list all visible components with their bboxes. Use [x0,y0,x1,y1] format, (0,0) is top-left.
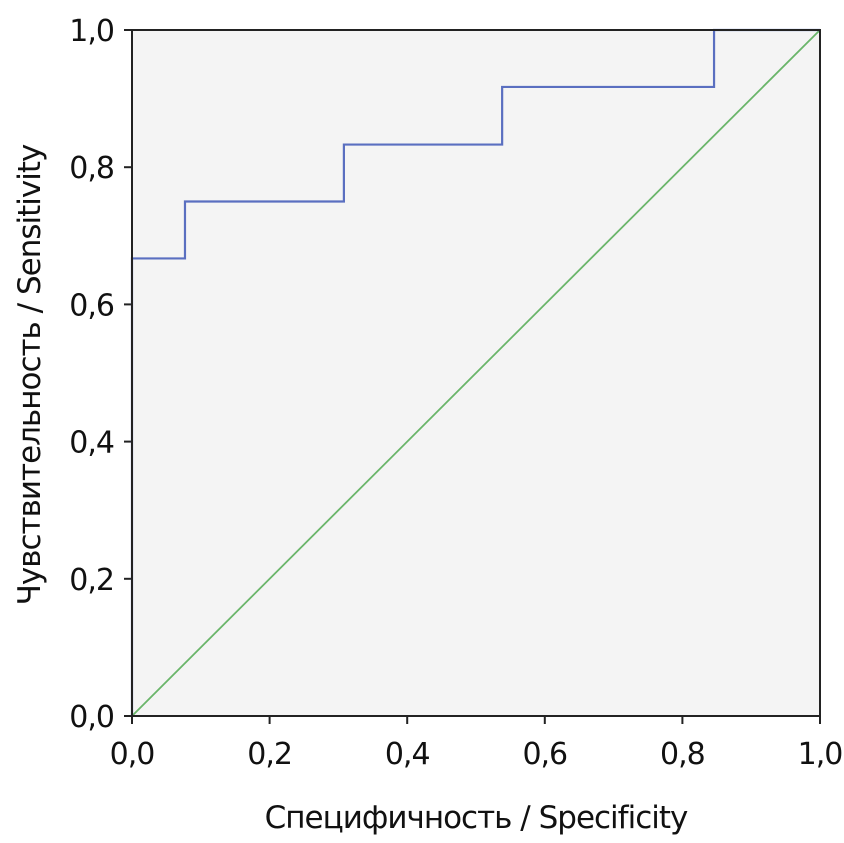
y-tick-label: 0,8 [69,151,114,186]
x-tick-label: 1,0 [798,737,843,772]
x-tick-label: 0,6 [522,737,567,772]
y-axis-title: Чувствительность / Sensitivity [12,144,48,605]
roc-curve-series [130,28,820,716]
x-axis-title: Специфичность / Specificity [265,800,688,836]
tick-labels-layer: 0,0 0,2 0,4 0,6 0,8 1,0 0,0 0,2 0,4 0,6 0,8 1,0 [69,14,843,772]
x-tick-label: 0,4 [385,737,430,772]
reference-diagonal-series [131,29,821,717]
ticks-layer [124,29,821,724]
plot-frame [131,29,821,717]
y-tick-label: 1,0 [69,14,114,49]
x-tick-label: 0,2 [247,737,292,772]
x-tick-label: 0,8 [660,737,705,772]
y-tick-label: 0,2 [69,563,114,598]
y-tick-label: 0,0 [69,700,114,735]
y-tick-label: 0,4 [69,426,114,461]
y-tick-label: 0,6 [69,288,114,323]
series-layer [130,28,821,717]
x-tick-label: 0,0 [110,737,155,772]
